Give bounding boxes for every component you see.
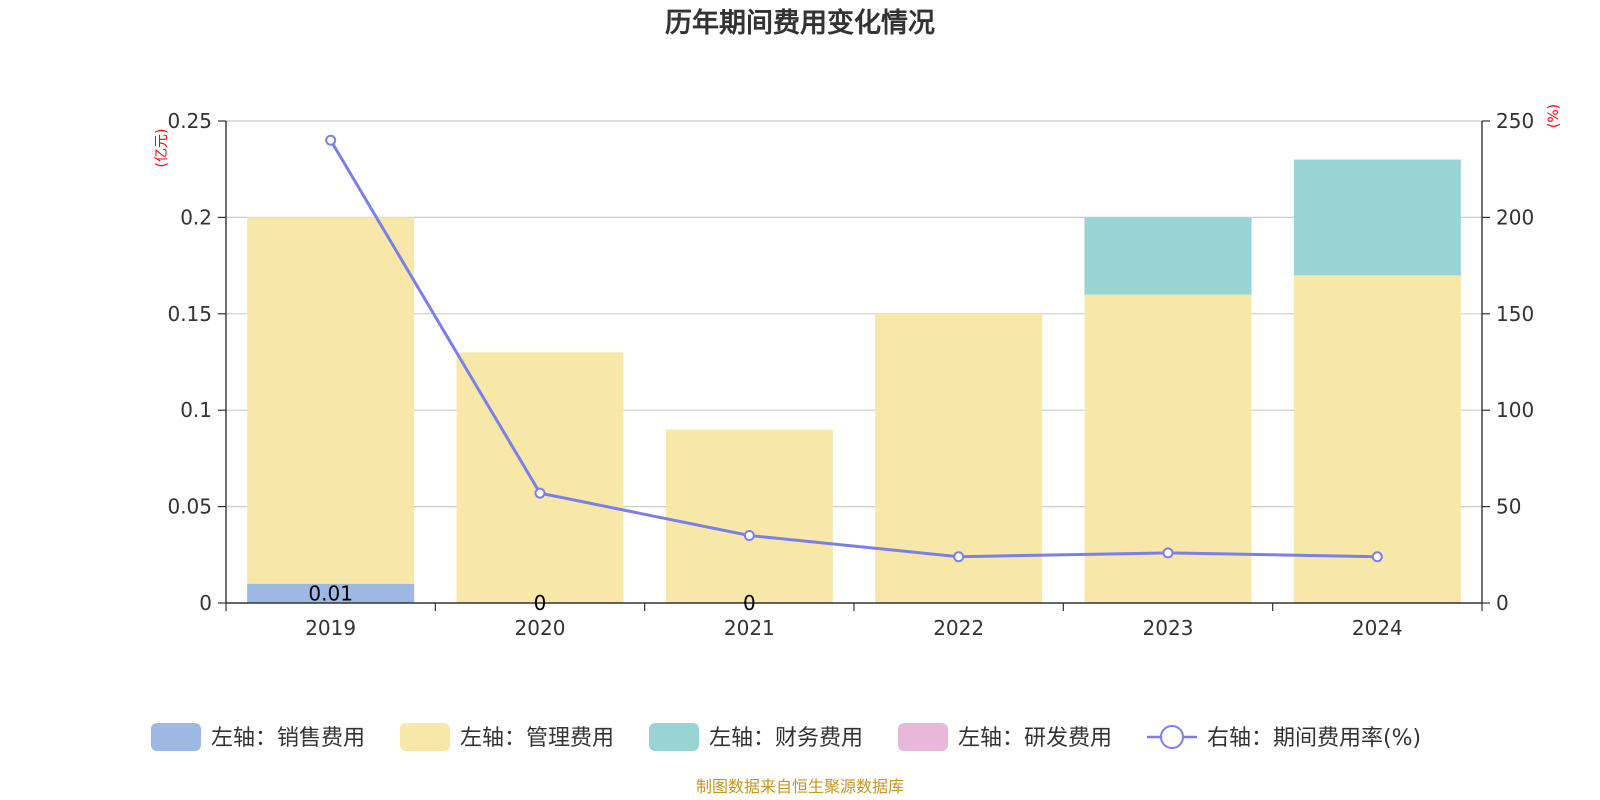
bar xyxy=(1084,217,1252,295)
x-tick-label: 2022 xyxy=(933,616,984,640)
legend-swatch xyxy=(151,723,201,751)
legend-label: 左轴：管理费用 xyxy=(460,726,614,751)
left-tick-label: 0.1 xyxy=(180,398,212,422)
left-tick-label: 0.2 xyxy=(180,205,212,229)
x-tick-label: 2024 xyxy=(1352,616,1403,640)
legend: 左轴：销售费用 左轴：管理费用 左轴：财务费用 左轴：研发费用 右轴：期间费用率(%) xyxy=(151,723,1421,751)
grid-lines xyxy=(226,120,1482,508)
left-tick-label: 0 xyxy=(199,591,212,615)
left-tick-label: 0.05 xyxy=(167,495,212,519)
rate-line xyxy=(329,139,1378,559)
rate-point xyxy=(953,551,965,563)
x-tick-label: 2023 xyxy=(1143,616,1194,640)
right-axis-unit: (%) xyxy=(1546,104,1562,128)
right-tick-label: 150 xyxy=(1496,302,1534,326)
rate-point xyxy=(743,530,755,542)
axes: 0 0 0.05 50 0.1 100 0.15 150 0.2 200 0.25 250 2019 20… xyxy=(167,109,1534,640)
right-tick-label: 50 xyxy=(1496,495,1521,519)
legend-marker-icon xyxy=(1160,725,1184,749)
bar xyxy=(1293,275,1461,603)
legend-swatch xyxy=(649,723,699,751)
right-tick-label: 100 xyxy=(1496,398,1534,422)
bar xyxy=(247,217,415,584)
left-axis-unit: (亿元) xyxy=(154,129,170,168)
rate-point xyxy=(534,487,546,499)
data-labels: 0.01 0 0 xyxy=(308,581,755,615)
legend-swatch xyxy=(898,723,948,751)
bar xyxy=(1293,159,1461,276)
right-tick-label: 200 xyxy=(1496,205,1534,229)
bar-data-label: 0 xyxy=(743,591,756,615)
source-note: 制图数据来自恒生聚源数据库 xyxy=(696,777,904,796)
right-tick-label: 0 xyxy=(1496,591,1509,615)
bar xyxy=(665,429,833,603)
legend-label: 左轴：销售费用 xyxy=(211,726,365,751)
legend-label: 左轴：财务费用 xyxy=(709,726,863,751)
bar-data-label: 0.01 xyxy=(308,581,353,605)
rate-point xyxy=(1162,547,1174,559)
bar-series xyxy=(247,159,1461,603)
x-tick-label: 2021 xyxy=(724,616,775,640)
bar xyxy=(456,352,624,603)
bar-data-label: 0 xyxy=(534,591,547,615)
legend-label: 左轴：研发费用 xyxy=(958,726,1112,751)
left-tick-label: 0.25 xyxy=(167,109,212,133)
line-series xyxy=(325,134,1383,563)
legend-swatch xyxy=(400,723,450,751)
rate-point xyxy=(325,134,337,146)
left-tick-label: 0.15 xyxy=(167,302,212,326)
rate-point xyxy=(1371,551,1383,563)
x-tick-label: 2020 xyxy=(515,616,566,640)
legend-label: 右轴：期间费用率(%) xyxy=(1207,726,1421,751)
chart-title: 历年期间费用变化情况 xyxy=(665,7,935,39)
x-tick-label: 2019 xyxy=(305,616,356,640)
right-tick-label: 250 xyxy=(1496,109,1534,133)
bar xyxy=(247,583,415,603)
